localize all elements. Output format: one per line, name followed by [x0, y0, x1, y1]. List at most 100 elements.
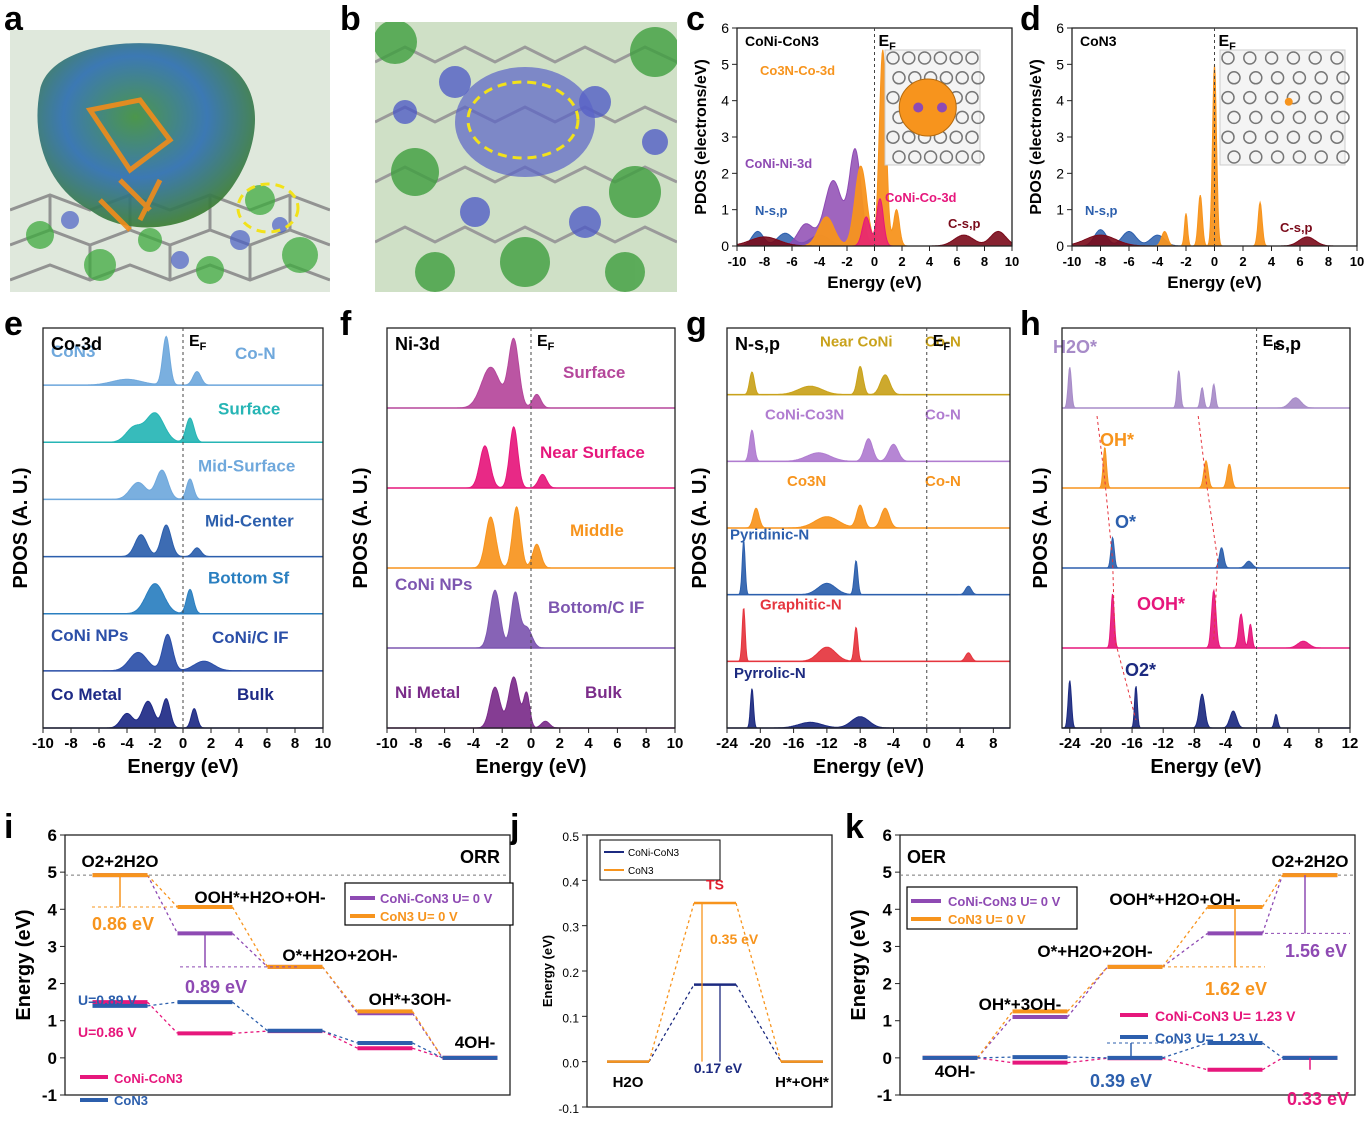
connector: [1066, 966, 1109, 1018]
coni-cluster: [898, 78, 957, 137]
legend-label: CoN3: [628, 866, 654, 877]
graphene-ring: [1330, 51, 1344, 65]
chart-title: Ni-3d: [395, 334, 440, 354]
connector: [321, 966, 359, 1014]
connector: [735, 902, 782, 1062]
row-label: Co3N: [787, 473, 826, 490]
series-label: N-s,p: [1085, 203, 1118, 218]
chart-title: N-s,p: [735, 334, 780, 354]
graphene-ring: [955, 150, 969, 164]
step-label: 4OH-: [455, 1033, 496, 1052]
y-tick-label: 2: [721, 165, 729, 181]
graphene-ring: [1292, 110, 1307, 125]
row-label: OOH*: [1137, 594, 1185, 614]
graphene-ring: [965, 130, 979, 144]
row-label: Surface: [563, 363, 625, 382]
annotation: 0.17 eV: [694, 1060, 743, 1076]
fermi-subscript: F: [943, 341, 950, 353]
legend-label: CoN3 U= 0 V: [948, 912, 1026, 927]
graphene-ring: [939, 71, 954, 85]
annotation: U=0.86 V: [78, 1024, 137, 1040]
connector: [147, 1001, 178, 1034]
x-tick-label: 2: [1239, 254, 1246, 269]
y-tick-label: 6: [1056, 20, 1064, 36]
legend-label: CoN3 U= 0 V: [380, 909, 458, 924]
y-axis-label: Energy (eV): [848, 909, 870, 1020]
graphene-ring: [955, 71, 969, 85]
connector: [232, 1030, 268, 1034]
y-tick-label: 5: [883, 863, 892, 882]
y-tick-label: 0.3: [562, 921, 579, 935]
panel-letter-d: d: [1020, 0, 1041, 38]
y-axis-label: PDOS (A. U.): [690, 467, 711, 588]
legend-label: CoNi-CoN3 U= 0 V: [948, 894, 1061, 909]
chart-title: Co-3d: [51, 334, 102, 354]
step-label: O2+2H2O: [81, 852, 158, 871]
x-axis-label: Energy (eV): [1150, 756, 1261, 778]
row-mid-label: Near CoNi: [820, 334, 893, 351]
graphene-ring: [1221, 51, 1235, 65]
graphene-ring: [917, 51, 932, 65]
step-label: O*+H2O+2OH-: [282, 946, 397, 965]
connector: [231, 906, 269, 968]
row-left-label: Ni Metal: [395, 683, 460, 702]
series-label: C-s,p: [1280, 220, 1313, 235]
graphene-ring: [1221, 130, 1235, 144]
chart-k-oer-energy: -1 0 1 2 3 4 5 6 Energy (eV) OER 4OH- OH*+3OH- O*+H2…: [848, 826, 1356, 1109]
co-atom: [1284, 97, 1293, 106]
connector: [1162, 1042, 1208, 1059]
connector: [977, 1056, 1013, 1059]
connector: [648, 902, 695, 1062]
y-tick-label: 1: [721, 202, 729, 218]
y-tick-label: 0: [721, 238, 729, 254]
graphene-ring: [1286, 130, 1301, 144]
graphene-ring: [892, 71, 906, 85]
y-tick-label: 6: [48, 826, 57, 845]
x-tick-label: -4: [120, 735, 134, 752]
legend-box: [906, 886, 1078, 930]
graphene-ring: [971, 71, 985, 85]
graphene-ring: [1243, 130, 1257, 144]
x-tick-label: -6: [786, 254, 798, 269]
row-left-label: CoN3: [51, 342, 95, 361]
panel-letter-c: c: [686, 0, 705, 38]
annotation: 1.62 eV: [1205, 979, 1267, 999]
graphene-ring: [1249, 110, 1263, 125]
x-tick-label: -6: [438, 735, 451, 752]
connector: [321, 966, 359, 1012]
connector: [322, 1030, 358, 1049]
x-tick-label: -2: [148, 735, 161, 752]
x-tick-label: 2: [207, 735, 215, 752]
x-axis-label: Energy (eV): [813, 756, 924, 778]
chart-j-water-dissociation: -0.1 0.0 0.1 0.2 0.3 0.4 0.5 Energy (eV) H2O TS H*…: [540, 830, 833, 1116]
x-tick-label: 4: [956, 735, 965, 752]
x-tick-label: -4: [1152, 254, 1164, 269]
pdos-area-2: [727, 504, 1010, 529]
x-tick-label: -4: [1219, 735, 1233, 752]
connector: [1067, 966, 1108, 1012]
connector: [1161, 906, 1209, 968]
step-label: OH*+3OH-: [369, 990, 452, 1009]
step-label: OOH*+H2O+OH-: [1109, 890, 1240, 909]
x-tick-label: 4: [235, 735, 244, 752]
x-tick-label: -12: [816, 735, 838, 752]
annotation: 0.35 eV: [710, 931, 759, 947]
pdos-area-3: [726, 541, 1011, 596]
x-tick-label: 8: [642, 735, 650, 752]
x-tick-label: 0: [1252, 735, 1260, 752]
graphene-ring: [1270, 71, 1285, 85]
fermi-subscript: F: [1273, 341, 1280, 353]
x-tick-label: -2: [1180, 254, 1192, 269]
y-tick-label: 2: [1056, 165, 1064, 181]
y-axis-label: PDOS (electrons/eV): [1028, 59, 1045, 215]
connector: [1261, 874, 1284, 934]
chart-title: CoN3: [1080, 33, 1117, 49]
connector: [147, 874, 178, 908]
y-tick-label: 2: [883, 975, 892, 994]
inset-background: [1219, 49, 1346, 166]
row-label: Mid-Surface: [198, 456, 295, 475]
chart-title: OER: [907, 847, 946, 867]
y-tick-label: 1: [48, 1012, 57, 1031]
row-label: CoNi/C IF: [212, 628, 289, 647]
x-tick-label: 12: [1342, 735, 1359, 752]
